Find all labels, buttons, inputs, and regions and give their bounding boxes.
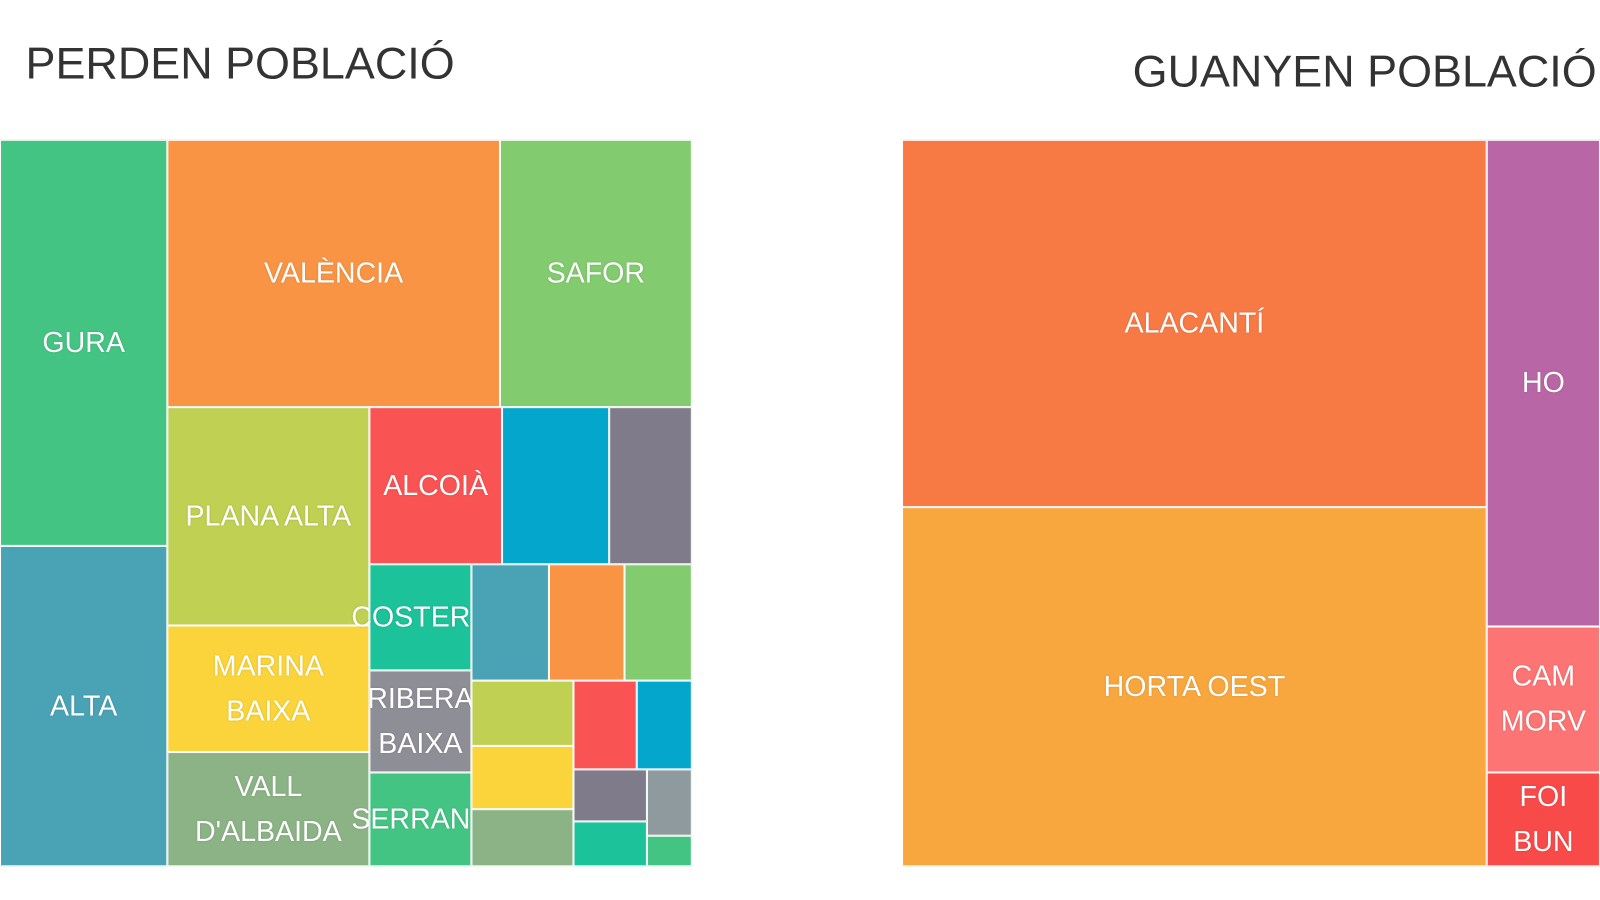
- tile-label: RIBERA BAIXA: [367, 682, 474, 760]
- treemap-tile: [0, 139, 168, 546]
- treemap-tile: [902, 507, 1487, 867]
- tile-label: ALCOIÀ: [383, 469, 488, 501]
- tile-label: GURA: [42, 326, 125, 359]
- tile-label: HORTA OEST: [1103, 670, 1286, 703]
- treemap-tile: [499, 139, 692, 408]
- treemap-tile: [0, 545, 168, 867]
- treemap-tile: [167, 139, 500, 408]
- treemap-tile: [1486, 139, 1600, 627]
- treemap-tile: [646, 836, 692, 867]
- treemap-tile: [573, 768, 647, 822]
- tile-label: ALACANTÍ: [1124, 307, 1265, 339]
- treemap-tile: [471, 680, 574, 746]
- treemap-tile: [369, 670, 472, 773]
- treemap-tile: [369, 772, 472, 867]
- tile-label: FOI BUN: [1513, 780, 1574, 858]
- treemap-tile: [369, 407, 502, 565]
- chart-title: PERDEN POBLACIÓ: [25, 38, 455, 89]
- treemap-tile: [167, 625, 370, 753]
- tile-label: SERRANS: [351, 803, 490, 835]
- tile-label: VALÈNCIA: [263, 257, 404, 289]
- treemap-tile: [1486, 772, 1600, 867]
- tile-label: MARINA BAIXA: [212, 649, 324, 727]
- treemap-tile: [573, 680, 637, 769]
- tile-label: ALTA: [50, 689, 118, 722]
- treemap-tile: [636, 680, 692, 769]
- tile-label: VALL D'ALBAIDA: [194, 770, 342, 847]
- treemap-tile: [369, 564, 472, 671]
- treemap-tile: [471, 809, 574, 867]
- treemap-tile: [646, 768, 692, 837]
- treemap-tile: [624, 564, 692, 681]
- chart-title: GUANYEN POBLACIÓ: [1132, 46, 1597, 97]
- treemap-tile: [1486, 626, 1600, 773]
- treemap-tile: [573, 821, 647, 867]
- treemap-tile: [902, 139, 1487, 508]
- treemap-tile: [609, 407, 692, 565]
- tile-label: COSTERA: [351, 600, 490, 633]
- tile-label: CAM MORV: [1500, 660, 1586, 738]
- tile-label: PLANA ALTA: [185, 499, 352, 532]
- treemap-tile: [471, 564, 550, 681]
- treemap-tile: [167, 407, 370, 626]
- treemap-tile: [167, 752, 370, 867]
- treemap-tile: [549, 564, 625, 681]
- treemap-tile: [471, 745, 574, 810]
- tile-label: HO: [1521, 366, 1565, 399]
- tile-label: SAFOR: [546, 257, 646, 289]
- treemap-tile: [501, 407, 610, 565]
